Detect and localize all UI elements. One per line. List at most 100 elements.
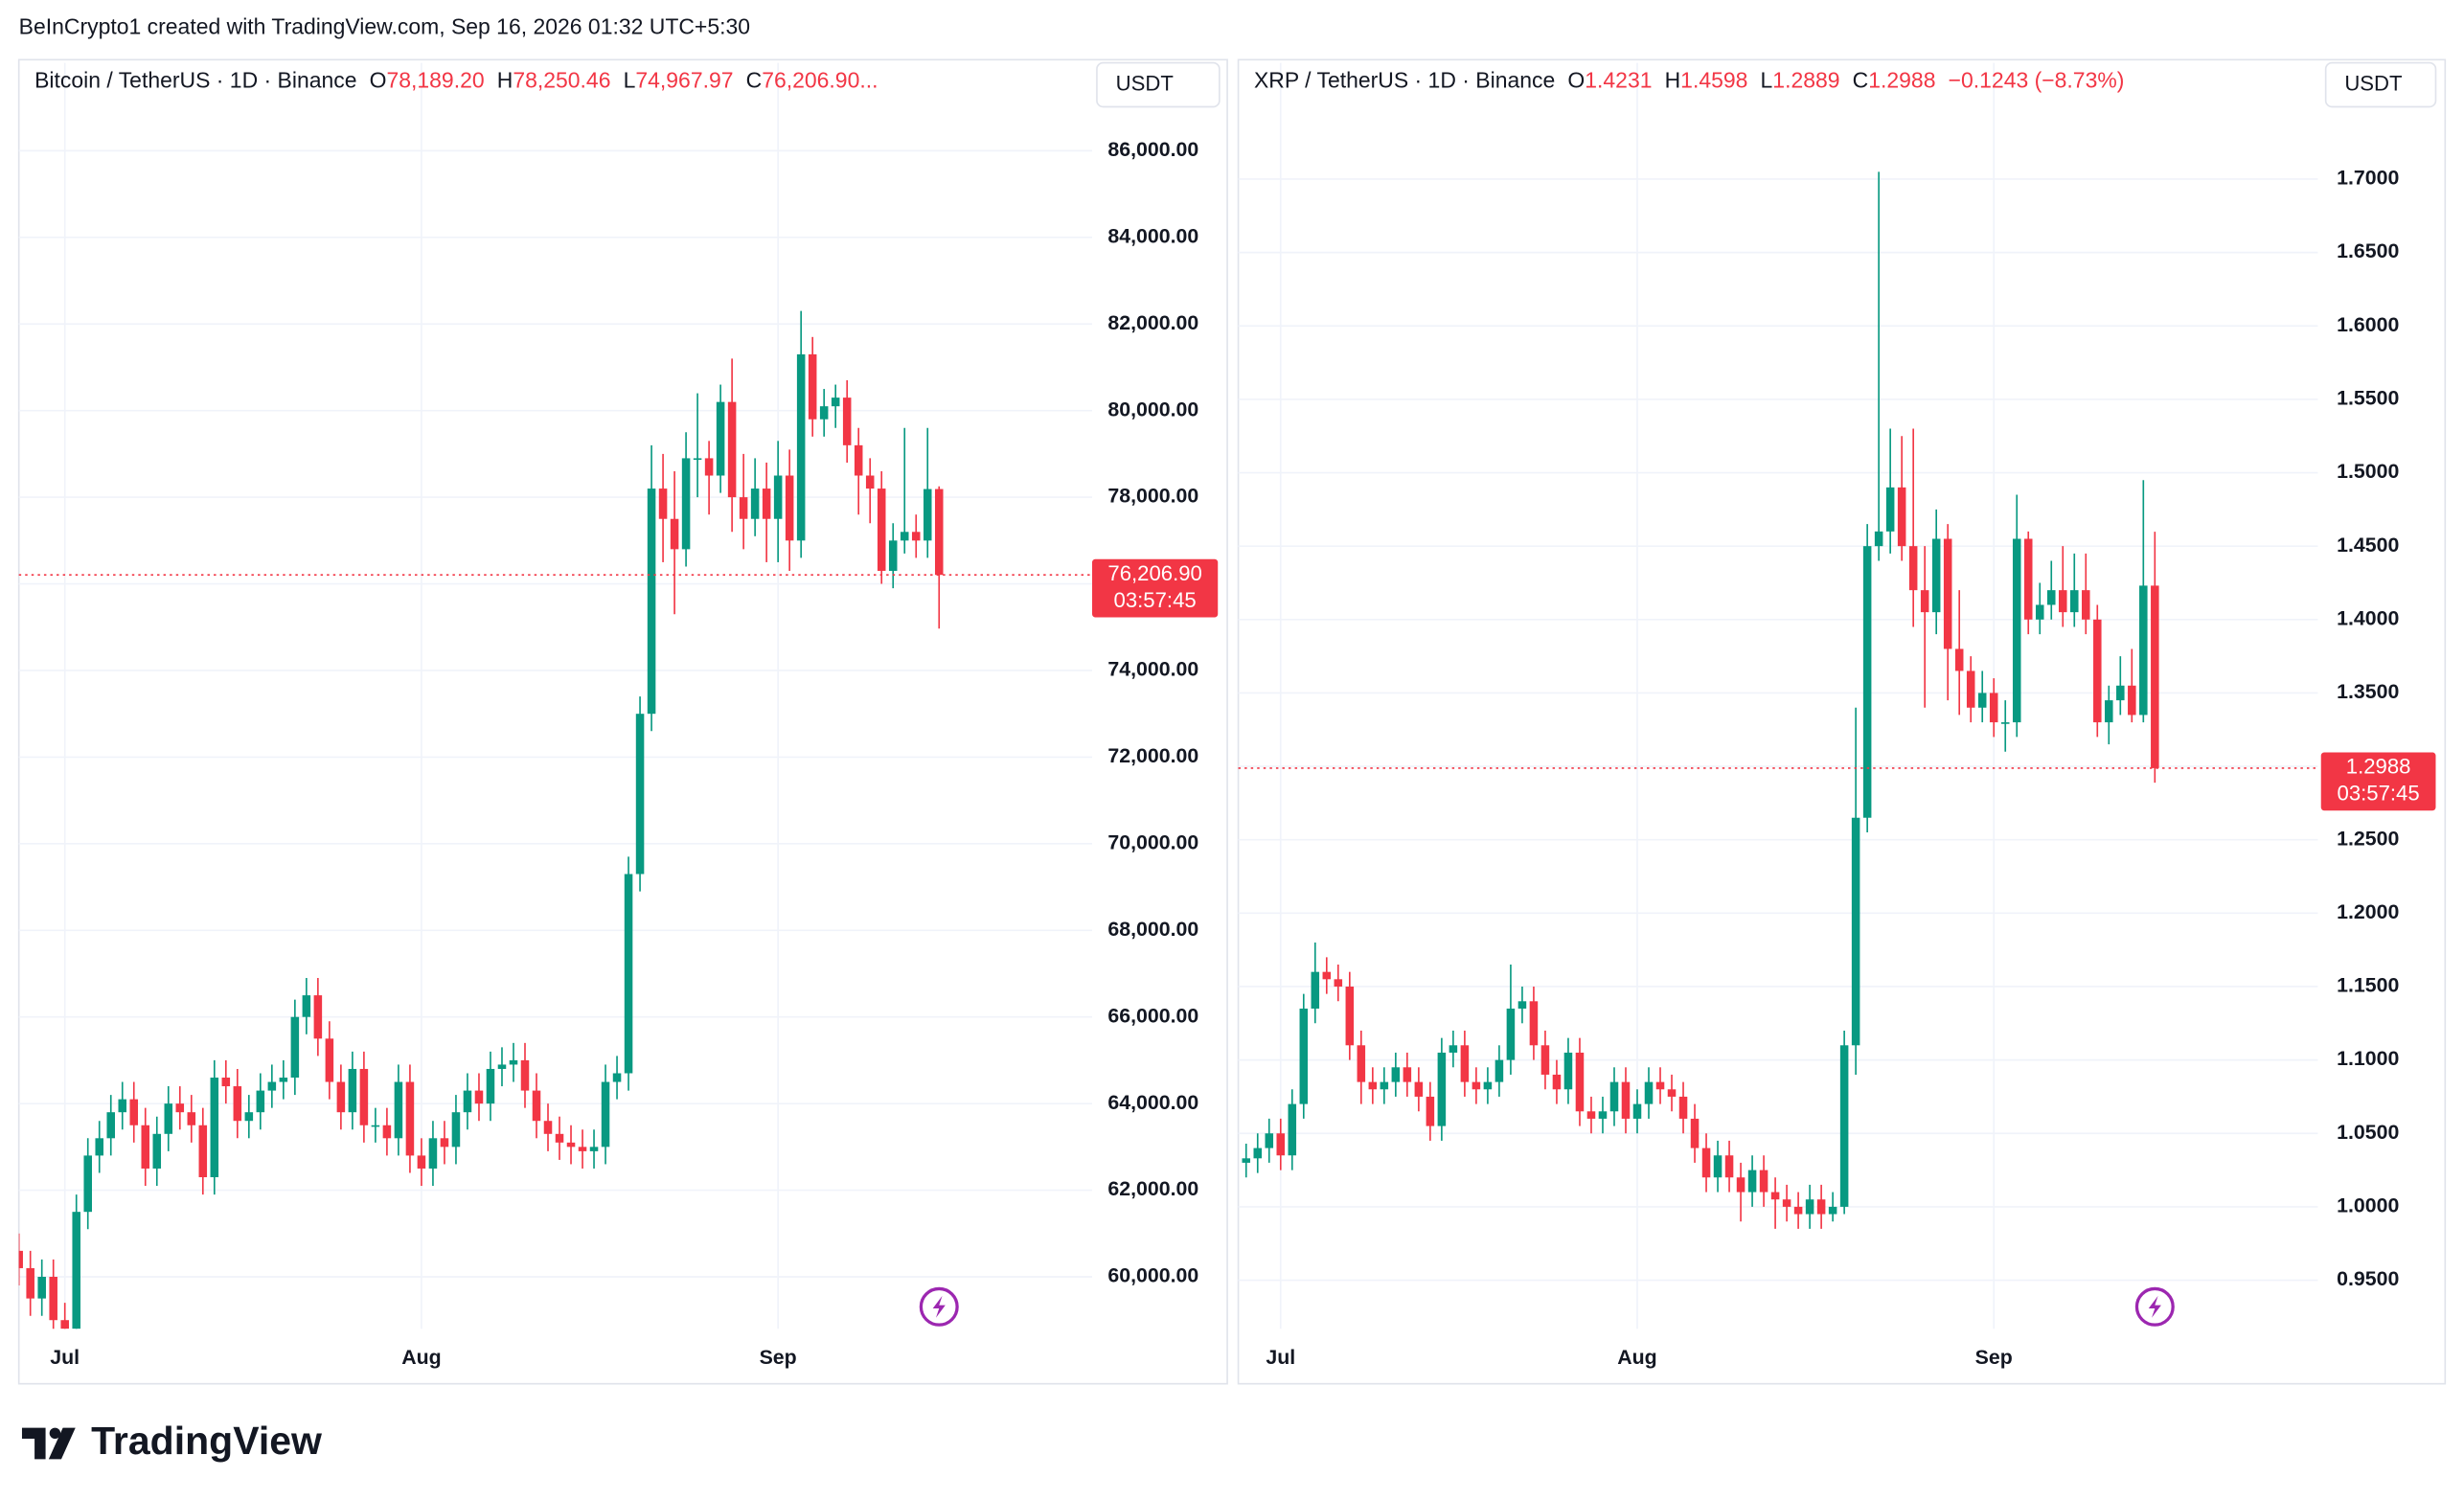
candle-body: [2012, 538, 2021, 723]
candle-body: [2093, 619, 2102, 723]
candle-body: [336, 1081, 346, 1113]
candle-body: [141, 1125, 150, 1169]
candle-body: [739, 497, 748, 519]
candle-body: [2139, 585, 2148, 716]
candle-body: [95, 1138, 103, 1156]
candle-body: [233, 1086, 242, 1122]
candle-body: [2082, 590, 2090, 620]
candle-body: [1747, 1170, 1757, 1193]
y-tick-label: 1.2500: [2337, 827, 2399, 850]
candle-body: [152, 1133, 162, 1169]
y-tick-label: 1.1000: [2337, 1047, 2399, 1070]
candle-body: [1265, 1133, 1274, 1148]
y-tick-label: 60,000.00: [1107, 1264, 1198, 1287]
candle-body: [601, 1081, 610, 1148]
candle-body: [1678, 1096, 1688, 1119]
candle-body: [704, 458, 714, 476]
candle-body: [244, 1112, 254, 1122]
candle-body: [877, 489, 886, 571]
candle-body: [1472, 1081, 1481, 1090]
candle-body: [221, 1078, 231, 1087]
candle-body: [83, 1155, 92, 1213]
candle-body: [279, 1078, 288, 1082]
candle-body: [497, 1064, 507, 1069]
currency-button: [1096, 61, 1221, 108]
candle-body: [1391, 1067, 1401, 1082]
y-tick-label: 1.6000: [2337, 313, 2399, 336]
legend-title: XRP / TetherUS · 1D · Binance: [1254, 67, 1555, 92]
candle-body: [658, 489, 668, 519]
candle-body: [2116, 685, 2125, 701]
legend-key: C: [1853, 67, 1869, 92]
y-tick-label: 1.4500: [2337, 534, 2399, 557]
candle-body: [474, 1090, 484, 1104]
candle-body: [2070, 590, 2079, 613]
y-tick-label: 1.0500: [2337, 1121, 2399, 1144]
candle-body: [1713, 1155, 1723, 1178]
candle-body: [1552, 1074, 1562, 1090]
candle-body: [118, 1099, 127, 1113]
candle-body: [2058, 590, 2067, 613]
candle-body: [37, 1277, 46, 1299]
legend-title: Bitcoin / TetherUS · 1D · Binance: [34, 67, 356, 92]
candle-body: [175, 1103, 185, 1113]
candle-body: [1586, 1111, 1596, 1119]
candle-body: [911, 532, 921, 541]
legend-value: 74,967.97: [635, 67, 733, 92]
candle-body: [1874, 531, 1883, 547]
candle-body: [164, 1103, 173, 1134]
candle-body: [1414, 1081, 1424, 1097]
candle-body: [1609, 1081, 1619, 1112]
y-tick-label: 1.4000: [2337, 606, 2399, 629]
candle-body: [1655, 1081, 1665, 1090]
candle-body: [612, 1073, 622, 1082]
candle-body: [1632, 1103, 1642, 1119]
candle-body: [1276, 1133, 1286, 1156]
candle-body: [647, 489, 656, 715]
candle-body: [1885, 487, 1895, 532]
candle-body: [302, 995, 311, 1017]
candle-body: [1517, 1001, 1527, 1009]
x-tick-label: Sep: [760, 1346, 797, 1369]
candle-body: [1989, 693, 1998, 723]
candle-body: [1529, 1001, 1539, 1046]
candle-body: [1954, 648, 1964, 671]
y-tick-label: 70,000.00: [1107, 830, 1198, 853]
y-tick-label: 74,000.00: [1107, 658, 1198, 681]
candle-body: [1908, 546, 1918, 591]
candle-body: [1403, 1067, 1412, 1082]
candle-body: [808, 353, 817, 420]
candle-body: [2128, 685, 2136, 716]
logo-mark: [49, 1427, 61, 1440]
candle-body: [463, 1090, 472, 1113]
currency-label: USDT: [1116, 71, 1174, 95]
candle-body: [1862, 546, 1872, 818]
candle-body: [1966, 670, 1975, 708]
candle-body: [486, 1068, 495, 1104]
candle-body: [325, 1038, 334, 1082]
candle-body: [1345, 986, 1355, 1046]
candle-body: [2105, 700, 2113, 723]
candle-body: [1449, 1045, 1458, 1053]
candle-body: [1644, 1081, 1654, 1104]
candle-body: [2023, 538, 2033, 620]
legend-value: 1.4598: [1680, 67, 1747, 92]
candle-body: [1575, 1052, 1585, 1112]
candle-body: [520, 1059, 530, 1091]
candle-body: [762, 489, 771, 519]
legend-key: H: [497, 67, 513, 92]
candle-body: [1426, 1096, 1435, 1126]
candle-body: [923, 489, 932, 541]
y-tick-label: 78,000.00: [1107, 485, 1198, 508]
candle-body: [2000, 722, 2010, 724]
candle-body: [60, 1320, 69, 1330]
candle-body: [543, 1121, 553, 1134]
candle-body: [1253, 1148, 1263, 1159]
legend-key: C: [746, 67, 763, 92]
candle-body: [26, 1267, 34, 1299]
candle-body: [888, 540, 898, 571]
candle-body: [49, 1277, 57, 1321]
logo-mark: [21, 1427, 46, 1460]
